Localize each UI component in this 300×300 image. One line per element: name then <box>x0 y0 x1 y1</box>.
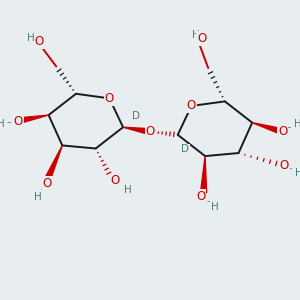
Text: O: O <box>110 175 119 188</box>
Text: H: H <box>295 168 300 178</box>
Text: H: H <box>124 185 131 195</box>
Text: O: O <box>196 190 205 203</box>
Polygon shape <box>252 123 284 135</box>
Text: –: – <box>40 186 45 195</box>
Text: –: – <box>287 124 292 133</box>
Text: O: O <box>105 92 114 105</box>
Text: O: O <box>35 35 44 48</box>
Text: H: H <box>294 119 300 129</box>
Text: H: H <box>192 30 200 40</box>
Text: O: O <box>280 159 289 172</box>
Text: O: O <box>187 99 196 112</box>
Text: –: – <box>7 118 11 127</box>
Polygon shape <box>200 156 207 193</box>
Text: O: O <box>43 177 52 190</box>
Text: O: O <box>197 32 207 45</box>
Polygon shape <box>123 127 151 135</box>
Text: H: H <box>34 192 42 202</box>
Text: D: D <box>132 111 140 121</box>
Text: H: H <box>0 119 5 129</box>
Text: O: O <box>146 125 155 138</box>
Text: D: D <box>181 144 189 154</box>
Text: O: O <box>278 125 287 138</box>
Text: –: – <box>207 197 211 206</box>
Text: O: O <box>14 115 23 128</box>
Polygon shape <box>44 146 62 182</box>
Text: –: – <box>288 164 292 173</box>
Text: H: H <box>27 34 35 44</box>
Text: H: H <box>211 202 219 212</box>
Polygon shape <box>16 115 49 124</box>
